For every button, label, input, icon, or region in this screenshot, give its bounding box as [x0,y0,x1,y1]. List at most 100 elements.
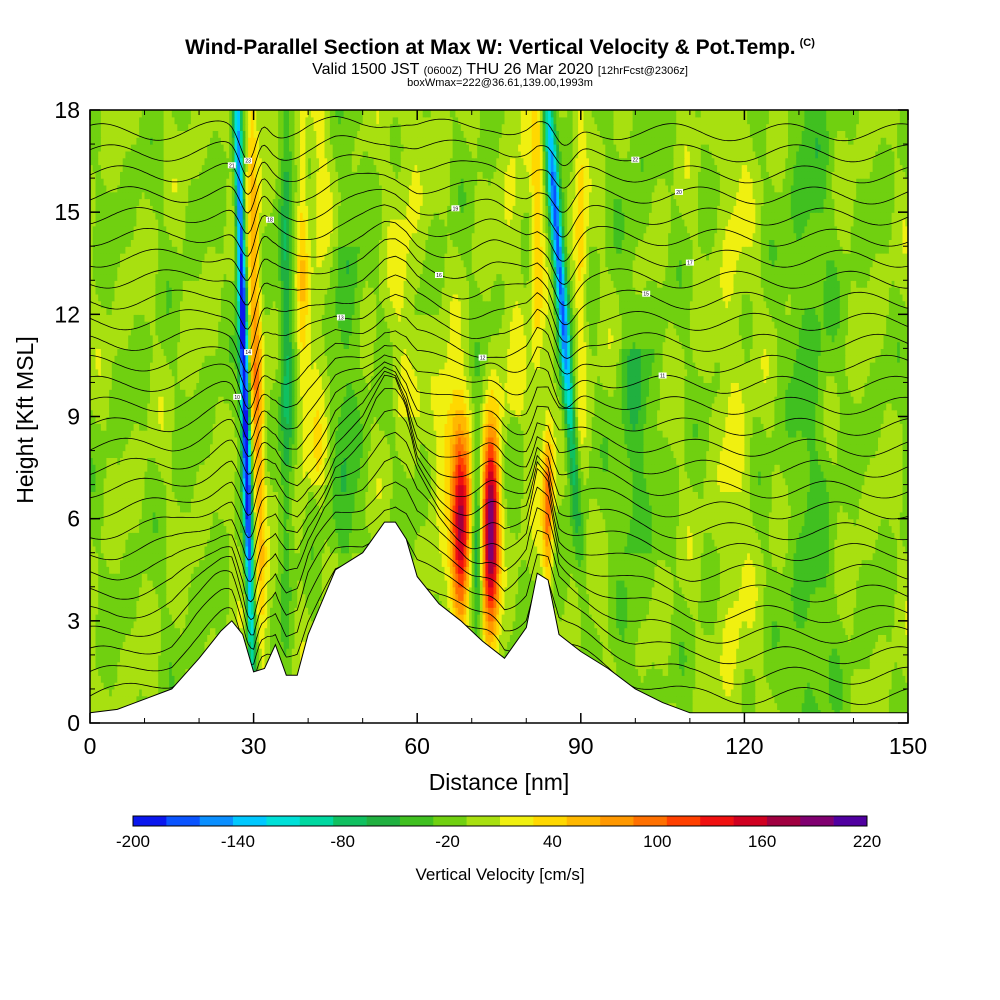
velocity-cell [90,702,94,710]
velocity-cell [90,695,94,704]
velocity-cell [709,675,713,683]
velocity-cell [106,682,110,690]
velocity-cell [741,688,745,697]
velocity-cell [861,688,865,697]
velocity-cell [665,695,669,704]
velocity-cell [709,682,713,690]
velocity-cell [722,688,726,697]
velocity-cell [174,675,178,683]
velocity-cell [790,688,795,697]
velocity-cell [856,695,860,704]
velocity-cell [766,688,770,697]
velocity-cell [837,702,841,710]
velocity-cell [858,688,863,697]
velocity-cell [758,702,762,710]
velocity-cell [659,688,664,697]
velocity-cell [752,702,756,710]
velocity-cell [147,675,151,683]
velocity-cell [804,682,808,690]
velocity-cell [818,702,822,710]
velocity-cell [856,702,860,710]
velocity-cell [103,695,107,704]
velocity-cell [141,688,146,697]
velocity-cell [152,688,156,697]
velocity-cell [826,688,830,697]
velocity-cell [673,675,677,683]
velocity-cell [730,695,735,704]
velocity-cell [856,688,860,697]
velocity-cell [700,695,705,704]
velocity-cell [842,695,846,704]
velocity-cell [92,695,96,704]
velocity-cell [766,702,770,710]
velocity-cell [676,688,680,697]
velocity-cell [774,682,778,690]
subtitle-utc: (0600Z) [424,65,463,77]
velocity-cell [730,688,735,697]
velocity-cell [728,682,732,690]
velocity-cell [139,675,143,683]
velocity-cell [749,688,754,697]
velocity-cell [122,695,126,704]
velocity-cell [798,702,803,710]
velocity-cell [733,682,737,690]
velocity-cell [166,675,170,683]
velocity-cell [850,688,854,697]
velocity-cell [695,675,699,683]
velocity-cell [719,702,724,710]
velocity-cell [635,682,639,690]
velocity-cell [676,675,680,683]
velocity-cell [728,702,732,710]
velocity-cell [714,682,718,690]
velocity-cell [853,695,857,704]
velocity-cell [120,682,124,690]
velocity-cell [676,695,680,704]
velocity-cell [632,682,636,690]
velocity-cell [700,702,705,710]
velocity-cell [796,682,800,690]
velocity-cell [144,688,148,697]
velocity-cell [160,675,165,683]
velocity-cell [886,682,890,690]
velocity-cell [804,695,808,704]
velocity-cell [136,695,140,704]
velocity-cell [92,702,96,710]
chart-title-mark: (C) [800,37,815,49]
velocity-cell [867,682,871,690]
velocity-field [90,110,908,723]
velocity-cell [722,702,726,710]
velocity-cell [831,682,835,690]
velocity-cell [122,688,126,697]
velocity-cell [779,702,784,710]
velocity-cell [103,675,107,683]
velocity-cell [728,688,732,697]
velocity-cell [905,688,908,697]
velocity-cell [711,695,715,704]
velocity-cell [883,695,887,704]
velocity-cell [125,688,129,697]
velocity-cell [878,682,882,690]
velocity-cell [788,682,792,690]
velocity-cell [147,688,151,697]
velocity-cell [905,682,908,690]
velocity-cell [120,695,124,704]
velocity-cell [788,695,792,704]
velocity-cell [858,682,863,690]
velocity-cell [103,682,107,690]
velocity-cell [706,675,710,683]
velocity-cell [695,702,699,710]
velocity-cell [779,695,784,704]
velocity-cell [839,702,844,710]
velocity-cell [741,702,745,710]
velocity-cell [722,675,726,683]
velocity-cell [842,682,846,690]
velocity-cell [698,688,702,697]
velocity-cell [117,695,121,704]
velocity-cell [741,695,745,704]
velocity-cell [657,675,661,683]
velocity-cell [815,702,819,710]
velocity-cell [878,695,882,704]
velocity-cell [872,682,876,690]
velocity-cell [646,675,650,683]
